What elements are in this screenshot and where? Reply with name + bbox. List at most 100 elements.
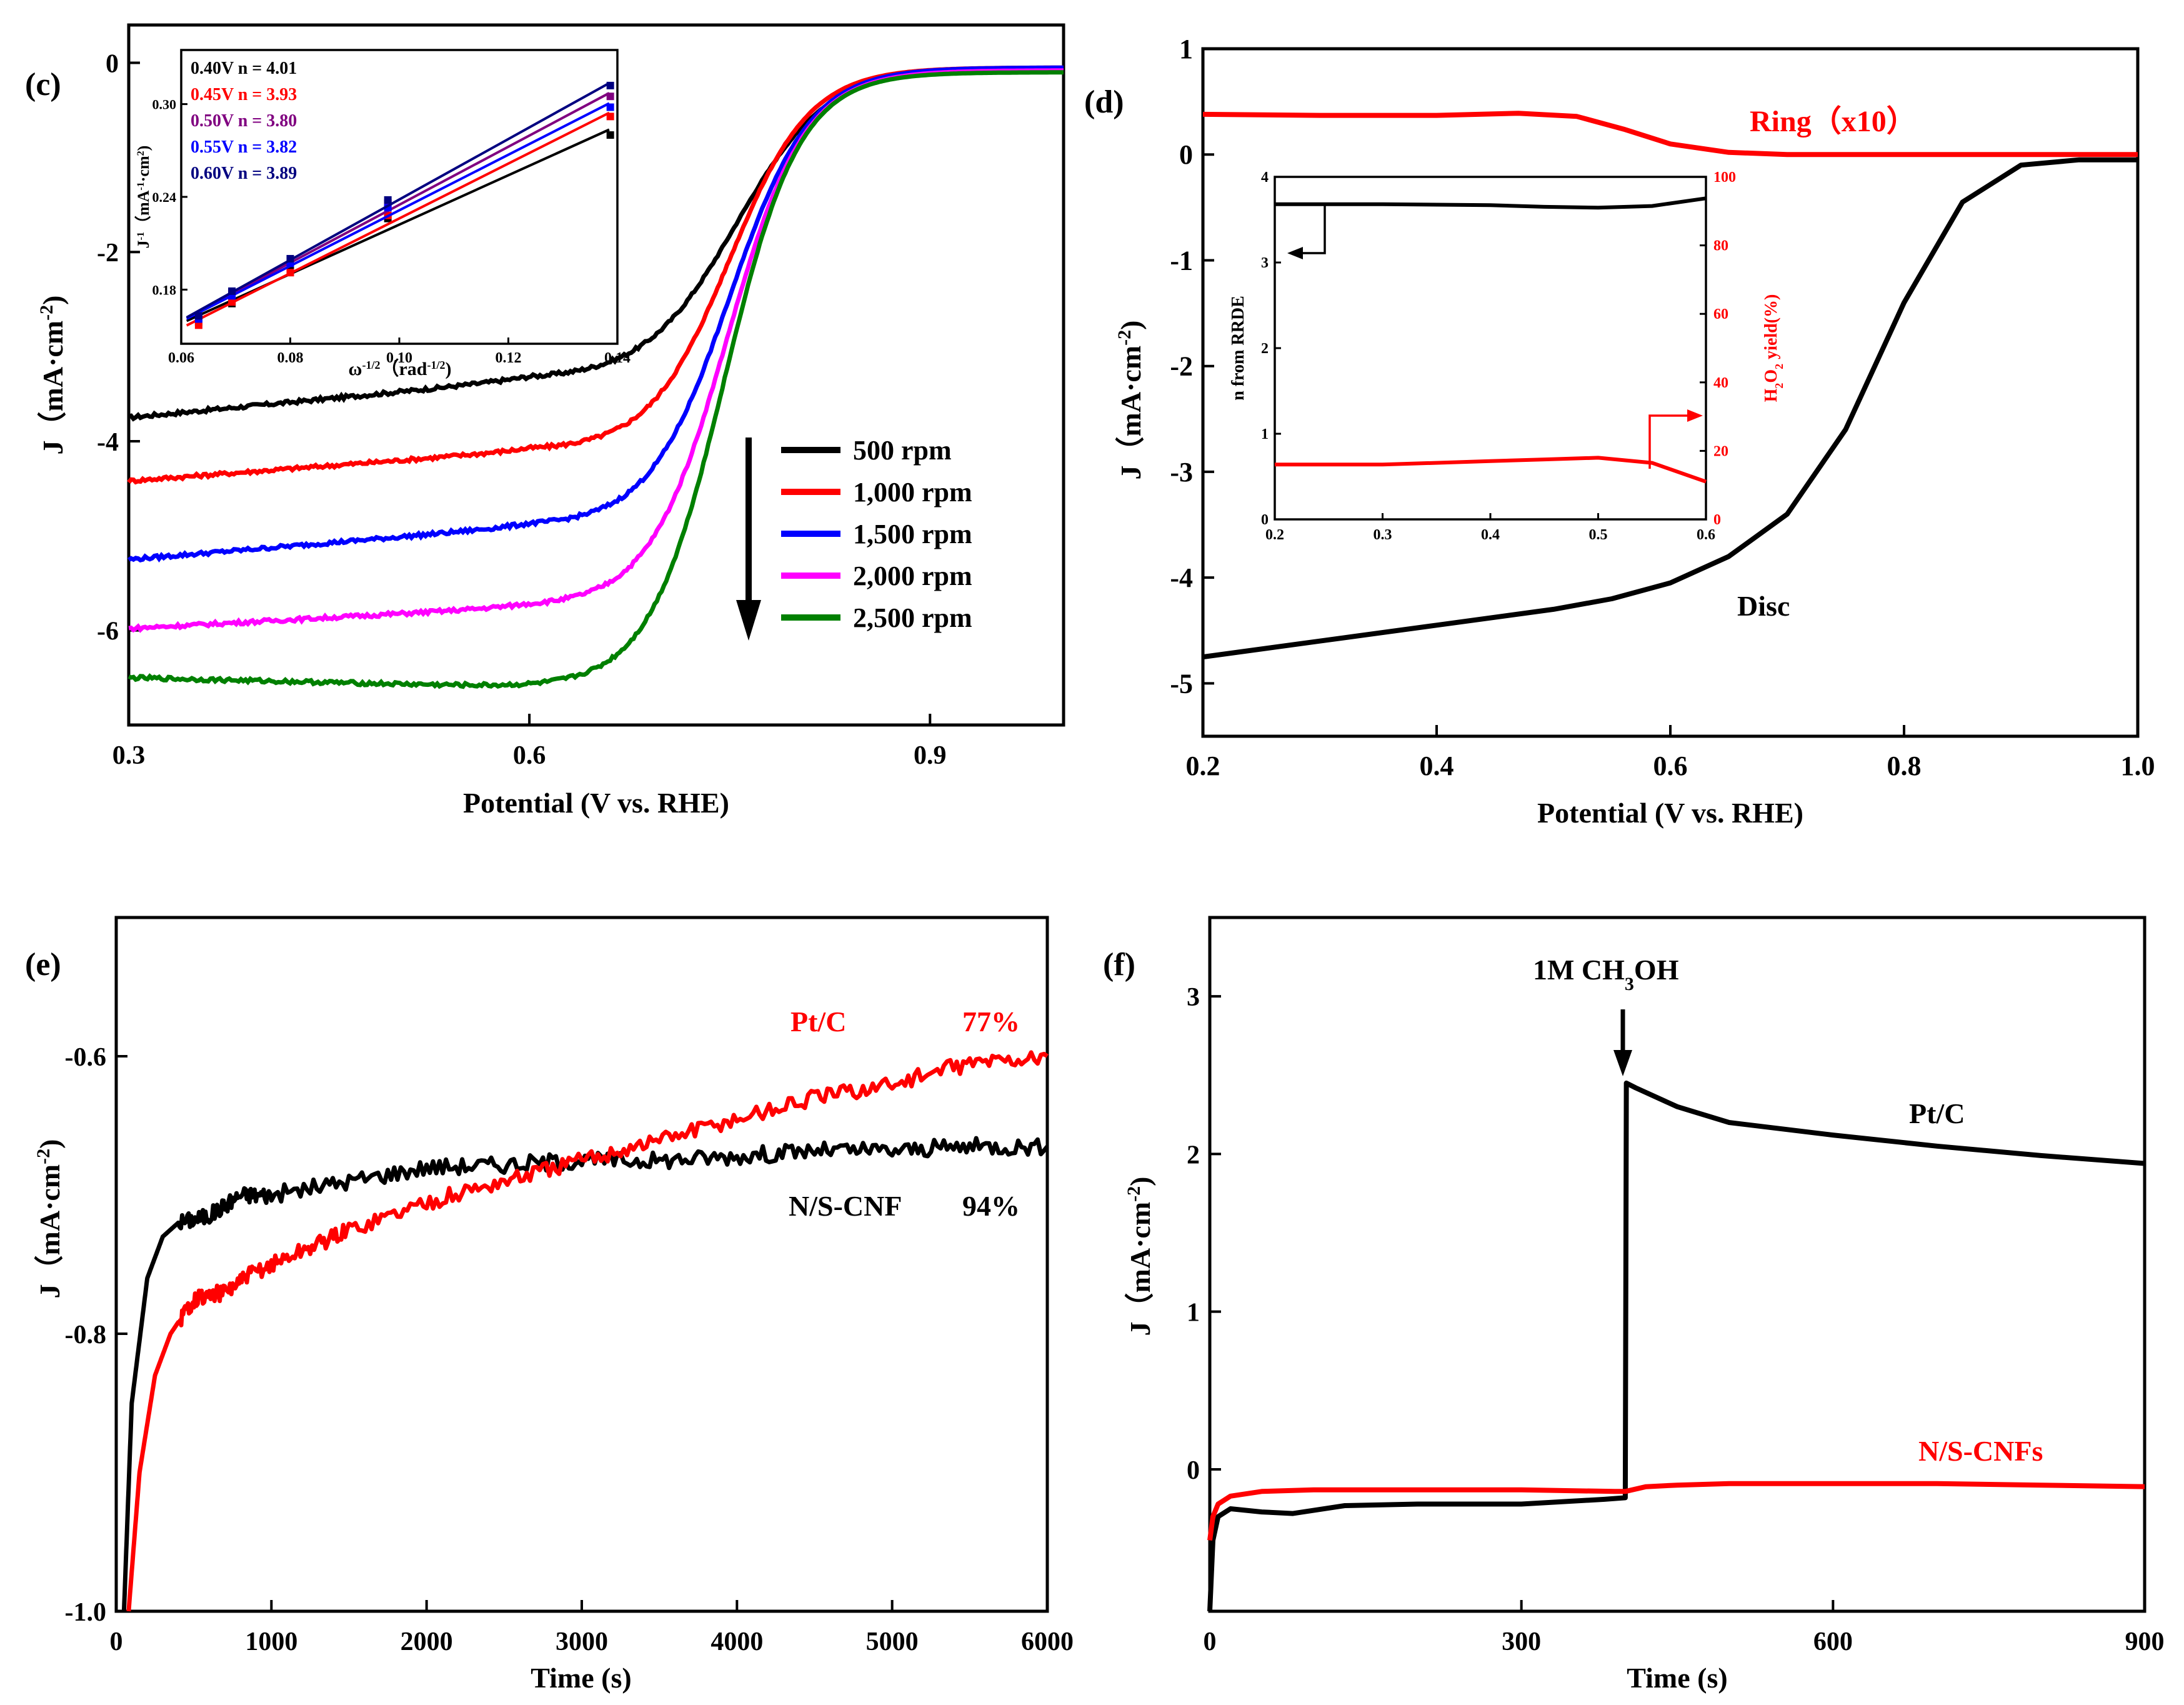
panel-e-frame: [114, 916, 1049, 1613]
kl-point: [286, 254, 294, 262]
kl-point: [228, 287, 236, 295]
panel-e-xlabel: Time (s): [531, 1662, 631, 1694]
panel-c-ytick-label: -4: [97, 428, 119, 457]
inset-c-xtick-label: 0.08: [277, 350, 304, 366]
kl-point: [606, 103, 614, 111]
nscnf-stability-curve: [121, 1136, 1049, 1612]
kl-point: [194, 312, 202, 320]
panel-f-frame: [1208, 916, 2147, 1613]
panel-d-ytick-label: 0: [1179, 139, 1193, 170]
panel-f-ytick-label: 2: [1187, 1141, 1200, 1169]
kl-fit-line: [186, 111, 610, 327]
panel-e-xtick-label: 5000: [866, 1628, 919, 1656]
panel-e-ylabel: J（mA·cm-2): [33, 1139, 66, 1299]
panel-d-xtick-label: 0.8: [1887, 751, 1922, 781]
panel-d-ylabel: J（mA·cm-2): [1114, 321, 1147, 480]
inset-d-xtick-label: 0.4: [1481, 527, 1500, 543]
inset-d-right-label: 60: [1713, 306, 1728, 322]
panel-d-label: (d): [1084, 84, 1124, 120]
panel-c-label: (c): [25, 67, 61, 102]
panel-e-ytick-label: -1.0: [65, 1598, 107, 1627]
inset-d-right-label: 40: [1713, 375, 1728, 391]
kl-point: [228, 298, 236, 306]
panel-c-xtick-label: 0.6: [513, 741, 546, 770]
panel-f-ytick-label: 3: [1187, 983, 1200, 1012]
ptc-retention: 77%: [962, 1006, 1020, 1038]
panel-c-xlabel: Potential (V vs. RHE): [463, 787, 729, 819]
inset-d-left-label: 4: [1261, 169, 1269, 186]
inset-d-left-label: 1: [1261, 426, 1269, 442]
ptc-label-f: Pt/C: [1909, 1098, 1965, 1129]
inset-d-xtick-label: 0.2: [1265, 527, 1284, 543]
inset-c-legend-label: 0.40V n = 4.01: [191, 59, 297, 78]
kl-point: [606, 131, 614, 139]
panel-c-inset: 0.06 0.08 0.10 0.12 0.14 0.18 0.24 0.30 0.40V n…: [134, 49, 631, 379]
kl-point: [606, 112, 614, 121]
inset-c-legend-label: 0.55V n = 3.82: [191, 138, 297, 157]
panel-f-ytick-label: 0: [1187, 1456, 1200, 1485]
panel-d-xtick-label: 1.0: [2121, 751, 2155, 781]
panel-e-ytick-label: -0.8: [65, 1321, 107, 1349]
panel-f-ytick-label: 1: [1187, 1299, 1200, 1328]
nscnfs-methanol-curve: [1207, 1481, 2145, 1541]
kl-point: [286, 269, 294, 277]
kl-fit-line: [186, 102, 610, 320]
panel-f-xtick-label: 600: [1813, 1628, 1853, 1656]
kl-point: [384, 196, 392, 204]
inset-c-xtick-label: 0.06: [168, 350, 194, 366]
panel-c-legend: 500 rpm 1,000 rpm 1,500 rpm 2,000 rpm 2,500 …: [781, 435, 972, 633]
panel-d-ytick-label: 1: [1179, 34, 1193, 64]
electron-number-curve: [1275, 196, 1707, 210]
panel-e: (e) -0.6 -0.8 -1.0 0 1000 2000 3000 4000 5000 60…: [25, 916, 1074, 1694]
inset-d-left-axis-arrow: [1287, 204, 1326, 259]
panel-d-xtick-label: 0.4: [1420, 751, 1454, 781]
panel-d-xlabel: Potential (V vs. RHE): [1537, 797, 1803, 829]
panel-f-xtick-label: 300: [1502, 1628, 1541, 1656]
methanol-arrow: [1613, 1009, 1632, 1076]
panel-c-ytick-label: 0: [106, 50, 119, 79]
panel-e-ytick-label: -0.6: [65, 1043, 107, 1072]
panel-d-xtick-label: 0.6: [1653, 751, 1688, 781]
panel-c-frame: [127, 23, 1065, 727]
inset-c-ytick-label: 0.30: [152, 97, 177, 112]
panel-c-xtick-label: 0.3: [112, 741, 146, 770]
panel-c-ylabel: J（mA·cm-2): [36, 296, 69, 455]
inset-d-right-axis-arrow: [1648, 409, 1703, 469]
inset-d-xtick-label: 0.5: [1589, 527, 1608, 543]
panel-e-xtick-label: 2000: [401, 1628, 453, 1656]
inset-d-right-ylabel: H2O2 yield(%): [1762, 294, 1785, 402]
panel-d-ytick-label: -3: [1170, 457, 1193, 488]
panel-f-label: (f): [1103, 947, 1135, 982]
inset-d-right-label: 100: [1713, 169, 1736, 186]
inset-c-xlabel: ω-1/2（rad-1/2): [349, 358, 452, 379]
inset-d-left-label: 0: [1261, 512, 1269, 528]
nscnf-retention: 94%: [962, 1190, 1020, 1222]
panel-e-xtick-label: 3000: [556, 1628, 608, 1656]
disc-label: Disc: [1737, 590, 1790, 622]
inset-d-right-label: 80: [1713, 238, 1728, 254]
methanol-label: 1M CH3OH: [1533, 954, 1679, 994]
nscnfs-label-f: N/S-CNFs: [1918, 1435, 2043, 1467]
panel-e-label: (e): [25, 947, 61, 982]
panel-c-xtick-label: 0.9: [914, 741, 947, 770]
legend-label: 2,000 rpm: [853, 561, 972, 591]
panel-f-xtick-label: 0: [1204, 1628, 1217, 1656]
rde-curve-2: [127, 65, 1064, 562]
inset-d-right-label: 20: [1713, 443, 1728, 459]
panel-c: (c) 0 -2 -4 -6 0.3 0.6 0.9 Potential (V vs. R…: [25, 23, 1065, 819]
h2o2-yield-curve: [1275, 456, 1707, 484]
inset-c-ytick-label: 0.24: [152, 189, 177, 205]
panel-d-xtick-label: 0.2: [1186, 751, 1220, 781]
panel-d: (d) 1 0 -1 -2 -3 -4 -5 0.2 0.4 0.6 0.8 1.0 Potenti…: [1084, 34, 2155, 829]
panel-f-xlabel: Time (s): [1627, 1662, 1727, 1694]
kl-point: [606, 81, 614, 89]
legend-label: 1,000 rpm: [853, 477, 972, 508]
rpm-increase-arrow: [736, 438, 761, 641]
legend-label: 1,500 rpm: [853, 519, 972, 549]
inset-c-legend-label: 0.60V n = 3.89: [191, 164, 297, 183]
kl-point: [194, 321, 202, 329]
inset-c-legend-label: 0.50V n = 3.80: [191, 111, 297, 131]
ring-label: Ring（x10）: [1750, 105, 1917, 138]
